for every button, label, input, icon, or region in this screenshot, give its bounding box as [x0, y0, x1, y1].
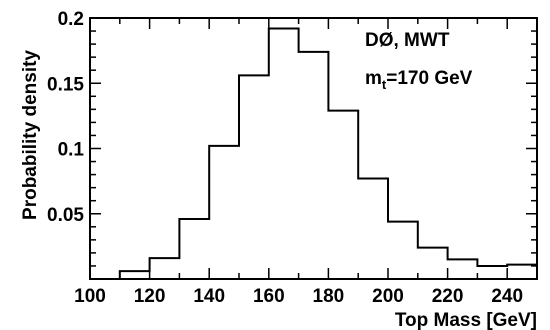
x-tick-label: 120 — [134, 286, 166, 307]
mass-symbol: m — [365, 68, 382, 89]
mass-annotation: mt=170 GeV — [365, 68, 473, 92]
x-tick-label: 220 — [432, 286, 464, 307]
x-tick-label: 140 — [193, 286, 225, 307]
y-tick-label: 0.2 — [58, 9, 84, 30]
x-tick-label: 100 — [74, 286, 106, 307]
experiment-label: DØ, MWT — [365, 30, 450, 51]
y-axis-title: Probability density — [20, 50, 41, 220]
y-tick-label: 0.1 — [58, 140, 85, 161]
y-tick-label: 0.15 — [47, 74, 84, 95]
x-tick-labels: 100 120 140 160 180 200 220 240 — [74, 286, 523, 307]
mass-value: =170 GeV — [386, 68, 472, 89]
x-tick-label: 200 — [372, 286, 404, 307]
x-tick-label: 180 — [313, 286, 345, 307]
y-tick-labels: 0.05 0.1 0.15 0.2 — [47, 9, 84, 226]
histogram-series — [118, 27, 538, 279]
x-axis-title: Top Mass [GeV] — [395, 310, 537, 330]
mass-subscript: t — [382, 77, 387, 92]
plot-frame — [89, 17, 538, 280]
x-tick-label: 240 — [491, 286, 523, 307]
y-tick-label: 0.05 — [47, 205, 84, 226]
x-tick-label: 160 — [253, 286, 285, 307]
axis-ticks — [89, 17, 538, 279]
